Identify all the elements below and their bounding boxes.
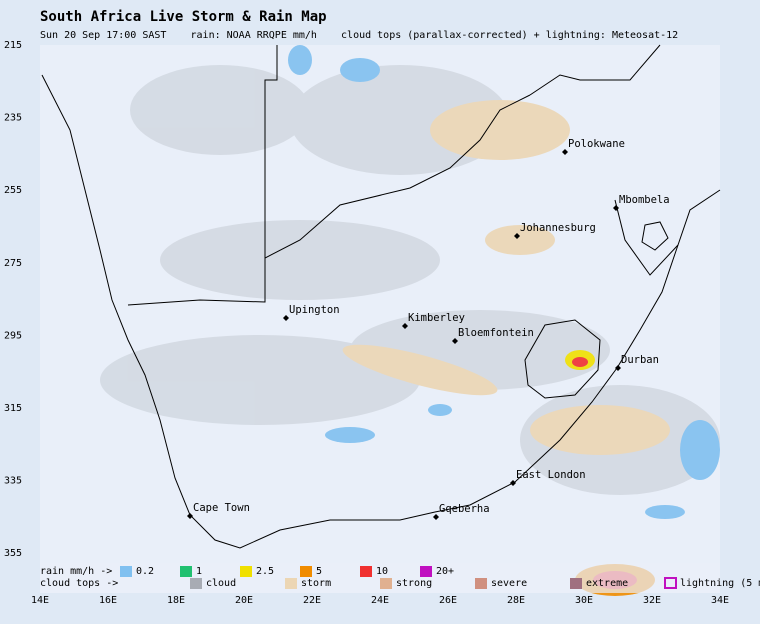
city-label: Durban <box>621 354 659 366</box>
legend-text: 20+ <box>436 566 454 577</box>
city-label: Gqeberha <box>439 503 490 515</box>
city-label: Mbombela <box>619 194 670 206</box>
lat-label: 215 <box>4 40 22 51</box>
lon-label: 18E <box>167 595 185 606</box>
lon-label: 26E <box>439 595 457 606</box>
city-label: Kimberley <box>408 312 465 324</box>
lat-label: 315 <box>4 403 22 414</box>
city-marker <box>613 205 619 211</box>
legend-text: extreme <box>586 578 628 589</box>
city-marker <box>187 513 193 519</box>
title: South Africa Live Storm & Rain Map <box>40 9 327 25</box>
city-label: Johannesburg <box>520 222 596 234</box>
lat-label: 235 <box>4 113 22 124</box>
legend-swatch <box>190 578 202 589</box>
city-marker <box>452 338 458 344</box>
legend-swatch <box>285 578 297 589</box>
legend-text: strong <box>396 578 432 589</box>
legend-label: cloud tops -> <box>40 578 118 589</box>
lat-label: 295 <box>4 330 22 341</box>
city-label: Polokwane <box>568 138 625 150</box>
legend-text: 5 <box>316 566 322 577</box>
legend-text: 1 <box>196 566 202 577</box>
lat-label: 355 <box>4 548 22 559</box>
legend-swatch <box>380 578 392 589</box>
legend-swatch <box>570 578 582 589</box>
city-label: Bloemfontein <box>458 327 534 339</box>
legend-label: rain mm/h -> <box>40 566 112 577</box>
legend-text: cloud <box>206 578 236 589</box>
legend-text: storm <box>301 578 331 589</box>
legend-swatch <box>240 566 252 577</box>
city-marker <box>510 480 516 486</box>
lat-label: 335 <box>4 476 22 487</box>
legend-swatch <box>664 577 677 589</box>
city-marker <box>433 514 439 520</box>
city-marker <box>283 315 289 321</box>
city-label: Cape Town <box>193 502 250 514</box>
lat-label: 275 <box>4 258 22 269</box>
city-marker <box>615 365 621 371</box>
legend-text: 10 <box>376 566 388 577</box>
legend-swatch <box>120 566 132 577</box>
cloud-cover <box>100 45 720 596</box>
legend-text: 0.2 <box>136 566 154 577</box>
legend-swatch <box>420 566 432 577</box>
lon-label: 24E <box>371 595 389 606</box>
legend-swatch <box>475 578 487 589</box>
lon-label: 32E <box>643 595 661 606</box>
legend-text: lightning (5 min <box>680 578 760 589</box>
city-label: Upington <box>289 304 340 316</box>
legend-text: severe <box>491 578 527 589</box>
lon-label: 20E <box>235 595 253 606</box>
city-label: East London <box>516 469 586 481</box>
lon-label: 16E <box>99 595 117 606</box>
lon-label: 34E <box>711 595 729 606</box>
subtitle: Sun 20 Sep 17:00 SAST rain: NOAA RRQPE m… <box>40 30 678 41</box>
city-marker <box>402 323 408 329</box>
legend-swatch <box>300 566 312 577</box>
lat-label: 255 <box>4 185 22 196</box>
lon-label: 14E <box>31 595 49 606</box>
lon-label: 30E <box>575 595 593 606</box>
lon-label: 22E <box>303 595 321 606</box>
city-marker <box>514 233 520 239</box>
lon-label: 28E <box>507 595 525 606</box>
city-marker <box>562 149 568 155</box>
legend-swatch <box>360 566 372 577</box>
legend-swatch <box>180 566 192 577</box>
legend-text: 2.5 <box>256 566 274 577</box>
borders <box>41 44 721 549</box>
